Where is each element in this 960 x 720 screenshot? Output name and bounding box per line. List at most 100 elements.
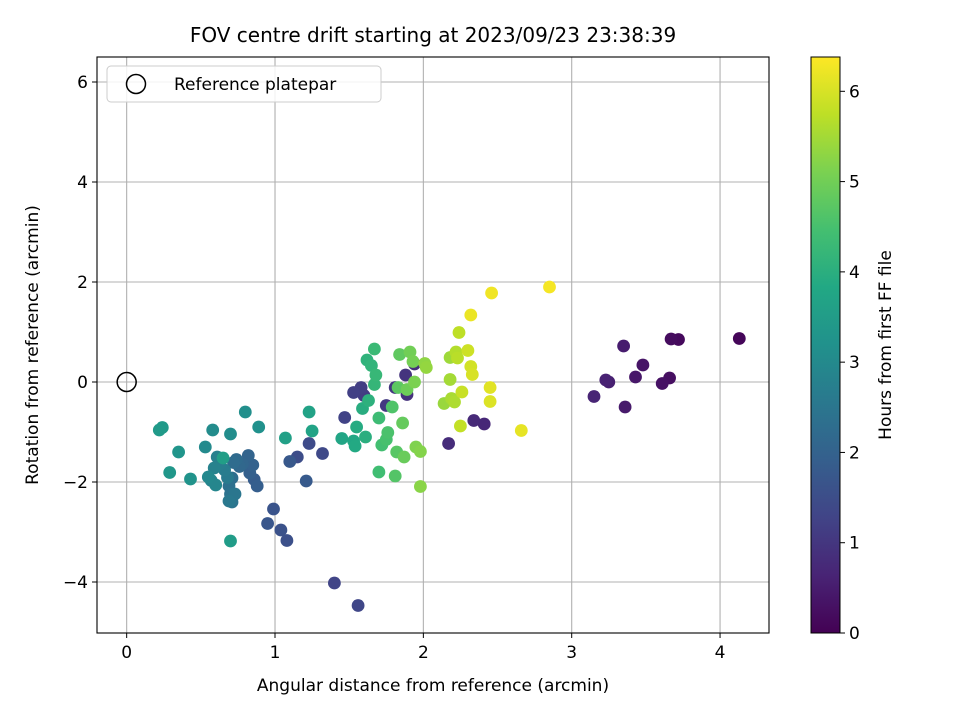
data-point [617, 339, 630, 353]
data-point [455, 385, 469, 399]
data-point [351, 599, 365, 612]
data-point [414, 480, 427, 493]
y-tick-label: 4 [77, 173, 88, 193]
data-point [381, 426, 395, 439]
data-point [419, 361, 433, 374]
data-point [636, 358, 650, 372]
data-point [406, 355, 420, 368]
data-point [732, 332, 746, 345]
data-point [305, 424, 319, 438]
data-point [152, 423, 166, 437]
data-point [664, 332, 678, 346]
data-point [338, 411, 352, 424]
legend: Reference platepar [106, 65, 382, 103]
data-point [227, 456, 240, 469]
reference-marker-layer [116, 371, 137, 393]
colorbar-tick-label: 2 [849, 443, 860, 463]
data-point [348, 439, 362, 453]
data-point [461, 344, 475, 357]
data-point [246, 458, 260, 472]
y-tick-label: 0 [77, 373, 88, 393]
data-point [250, 479, 264, 493]
y-tick-label: −2 [63, 473, 88, 493]
data-point [477, 417, 491, 431]
data-point [655, 377, 669, 390]
y-tick-label: 2 [77, 273, 88, 293]
y-axis-label: Rotation from reference (arcmin) [23, 205, 43, 485]
data-point [372, 411, 386, 425]
data-point [414, 445, 427, 458]
data-point [368, 378, 381, 391]
colorbar-tick-label: 5 [849, 173, 860, 193]
data-point [587, 390, 601, 403]
legend-box [106, 65, 382, 103]
data-point [224, 427, 237, 441]
grid-lines [97, 57, 769, 633]
data-point [302, 437, 316, 450]
x-axis-label: Angular distance from reference (arcmin) [257, 676, 609, 696]
data-point [368, 342, 381, 356]
data-point [388, 469, 402, 483]
data-point [543, 280, 556, 294]
data-point [372, 465, 386, 479]
data-point [316, 447, 329, 460]
data-point [184, 472, 197, 486]
data-point [599, 373, 613, 387]
data-point [464, 308, 478, 322]
data-point [206, 423, 220, 437]
data-point [335, 432, 349, 445]
colorbar-tick-label: 4 [849, 263, 860, 283]
data-point [385, 400, 399, 414]
colorbar-tick-label: 6 [849, 82, 860, 102]
data-point [224, 534, 237, 548]
data-point [302, 405, 316, 419]
legend-marker-icon [125, 73, 147, 95]
data-point [618, 400, 632, 414]
data-point [397, 450, 411, 464]
data-point [198, 440, 212, 454]
data-point [216, 451, 230, 465]
y-axis-ticks: −4 −2 0 2 4 6 [63, 73, 97, 593]
legend-label: Reference platepar [174, 75, 336, 95]
colorbar-tick-label: 3 [849, 353, 860, 373]
reference-platepar-marker [116, 371, 137, 393]
colorbar-tick-label: 0 [849, 624, 860, 644]
data-point [467, 414, 481, 427]
data-point [222, 494, 236, 508]
data-point [393, 348, 406, 361]
y-tick-label: −4 [63, 573, 88, 593]
data-point [359, 430, 372, 444]
x-tick-label: 4 [715, 643, 726, 663]
data-point [280, 534, 294, 547]
data-point [362, 394, 375, 407]
x-tick-label: 1 [270, 643, 281, 663]
data-point [369, 368, 383, 382]
data-point [299, 474, 313, 488]
data-point [454, 419, 467, 433]
data-point [261, 517, 274, 530]
x-tick-label: 2 [418, 643, 429, 663]
x-axis-ticks: 0 1 2 3 4 [121, 633, 725, 663]
data-point [483, 395, 497, 408]
data-point [163, 466, 177, 479]
data-points [152, 280, 746, 612]
colorbar: 0 1 2 3 4 5 6 Hours from first FF file [810, 56, 896, 644]
x-tick-label: 0 [121, 643, 132, 663]
data-point [274, 523, 288, 537]
data-point [399, 368, 412, 382]
data-point [448, 395, 461, 409]
data-point [452, 326, 466, 339]
data-point [172, 445, 186, 459]
colorbar-tick-label: 1 [849, 534, 860, 554]
data-point [396, 416, 409, 430]
data-point [201, 470, 215, 484]
data-point [347, 386, 360, 399]
data-point [465, 368, 479, 381]
data-point [485, 286, 498, 300]
data-point [365, 359, 378, 372]
colorbar-gradient [810, 56, 841, 634]
chart-title: FOV centre drift starting at 2023/09/23 … [190, 23, 676, 47]
data-point [267, 502, 280, 516]
colorbar-label: Hours from first FF file [876, 250, 896, 440]
